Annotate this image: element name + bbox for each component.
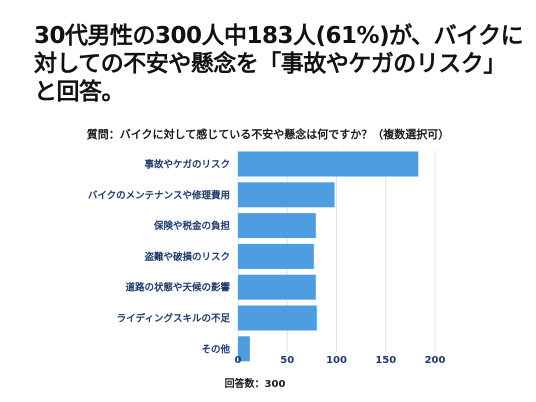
bar (238, 305, 317, 331)
category-label: 保険や税金の負担 (153, 220, 231, 232)
x-tick-label: 50 (280, 355, 294, 366)
headline: 30代男性の300人中183人(61%)が、バイクに対しての不安や懸念を「事故や… (34, 23, 524, 105)
x-axis-label: 回答数：300 (224, 379, 286, 390)
x-tick-label: 0 (235, 355, 242, 366)
x-tick-label: 150 (375, 355, 396, 366)
x-tick-label: 200 (425, 355, 446, 366)
category-labels: 事故やケガのリスクバイクのメンテナンスや修理費用保険や税金の負担盗難や破損のリス… (88, 159, 231, 356)
category-label: バイクのメンテナンスや修理費用 (88, 189, 230, 201)
bar (238, 213, 316, 239)
bar (238, 243, 314, 269)
category-label: 盗難や破損のリスク (144, 251, 230, 263)
bar (238, 182, 335, 208)
category-label: その他 (201, 343, 230, 355)
category-label: ライディングスキルの不足 (117, 313, 231, 325)
x-axis-ticks: 0 50 100 150 200 (235, 355, 446, 366)
category-label: 道路の状態や天候の影響 (125, 282, 230, 294)
bar (238, 151, 419, 177)
category-label: 事故やケガのリスク (144, 159, 230, 171)
bar (238, 274, 316, 300)
bars (238, 151, 419, 362)
bar (238, 336, 250, 362)
chart-title: 質問：バイクに対して感じている不安や懸念は何ですか？（複数選択可） (86, 128, 450, 141)
x-tick-label: 100 (326, 355, 347, 366)
